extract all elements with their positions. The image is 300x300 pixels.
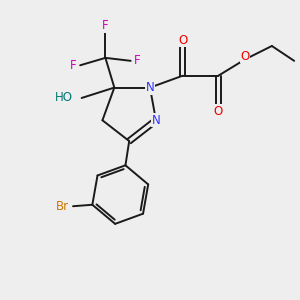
Text: N: N [146,81,154,94]
Text: O: O [214,105,223,118]
Text: Br: Br [56,200,69,213]
Text: N: N [152,114,160,127]
Text: F: F [134,54,140,67]
Text: F: F [102,19,109,32]
Text: F: F [70,59,77,72]
Text: O: O [178,34,187,46]
Text: HO: HO [55,92,73,104]
Text: O: O [241,50,250,63]
